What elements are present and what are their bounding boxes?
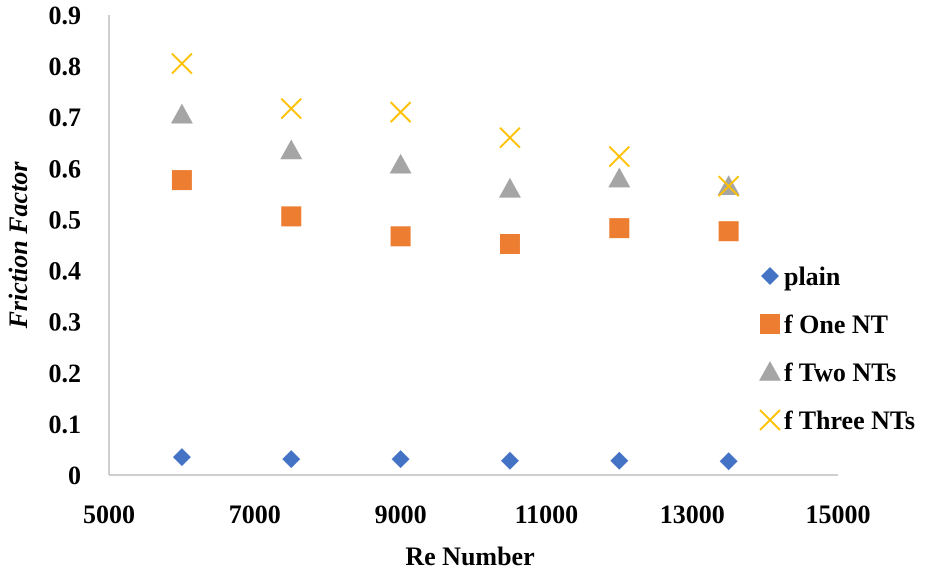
y-tick-label: 0.2 (49, 359, 82, 388)
legend-label-f-one-nt: f One NT (784, 310, 888, 339)
data-point-plain (391, 450, 410, 469)
data-point-plain (500, 451, 519, 470)
x-tick-label: 5000 (83, 500, 135, 529)
legend-label-f-two-nts: f Two NTs (784, 358, 896, 387)
y-tick-label: 0.5 (49, 205, 82, 234)
y-tick-label: 0.4 (49, 257, 82, 286)
x-tick-label: 7000 (229, 500, 281, 529)
data-markers (170, 52, 740, 471)
data-point-plain (719, 452, 738, 471)
data-point-f-two-nts (389, 153, 412, 174)
y-tick-label: 0.9 (49, 1, 82, 30)
data-point-f-one-nt (281, 206, 302, 227)
data-point-f-three-nts (717, 175, 740, 197)
data-point-plain (282, 450, 301, 469)
legend-item-f-two-nts: f Two NTs (759, 358, 896, 387)
legend-label-plain: plain (784, 262, 841, 291)
data-point-f-one-nt (390, 226, 411, 247)
y-tick-label: 0.8 (49, 52, 82, 81)
legend-marker-f-two-nts (759, 361, 781, 381)
data-point-plain (172, 448, 191, 467)
data-point-f-two-nts (608, 167, 631, 188)
x-tick-label: 15000 (806, 500, 871, 529)
legend-marker-f-one-nt (760, 314, 780, 334)
data-point-f-one-nt (171, 170, 192, 191)
legend-label-f-three-nts: f Three NTs (784, 406, 915, 435)
legend: plain f One NT f Two NTs f Three NTs (759, 262, 915, 435)
y-tick-label: 0.6 (49, 154, 82, 183)
data-point-f-two-nts (170, 103, 193, 124)
data-point-f-three-nts (499, 126, 521, 149)
x-tick-label: 9000 (375, 500, 427, 529)
x-axis-title: Re Number (405, 542, 534, 571)
legend-item-plain: plain (761, 262, 841, 291)
y-tick-label: 0.1 (49, 410, 82, 439)
data-point-f-one-nt (609, 218, 630, 239)
plot-area: 5000 7000 9000 11000 13000 15000 0 0.1 0.2 0.3 0.… (49, 1, 871, 529)
y-tick-labels: 0 0.1 0.2 0.3 0.4 0.5 0.6 0.7 0.8 0.9 (49, 1, 82, 490)
legend-item-f-three-nts: f Three NTs (759, 406, 915, 435)
data-point-plain (610, 451, 629, 470)
legend-marker-plain (761, 267, 779, 285)
y-axis-title: Friction Factor (4, 161, 33, 330)
data-point-f-three-nts (280, 97, 302, 120)
data-point-f-one-nt (499, 233, 520, 254)
data-point-f-three-nts (171, 52, 193, 75)
y-tick-label: 0.7 (49, 103, 82, 132)
data-point-f-two-nts (498, 177, 521, 198)
data-point-f-two-nts (280, 139, 303, 160)
x-tick-labels: 5000 7000 9000 11000 13000 15000 (83, 500, 871, 529)
data-point-f-one-nt (718, 221, 739, 242)
data-point-f-three-nts (389, 101, 412, 123)
y-tick-label: 0.3 (49, 308, 82, 337)
legend-marker-f-three-nts (759, 409, 781, 431)
x-tick-label: 13000 (660, 500, 725, 529)
y-tick-label: 0 (68, 461, 81, 490)
x-tick-label: 11000 (515, 500, 579, 529)
data-point-f-three-nts (608, 145, 631, 168)
legend-item-f-one-nt: f One NT (760, 310, 888, 339)
